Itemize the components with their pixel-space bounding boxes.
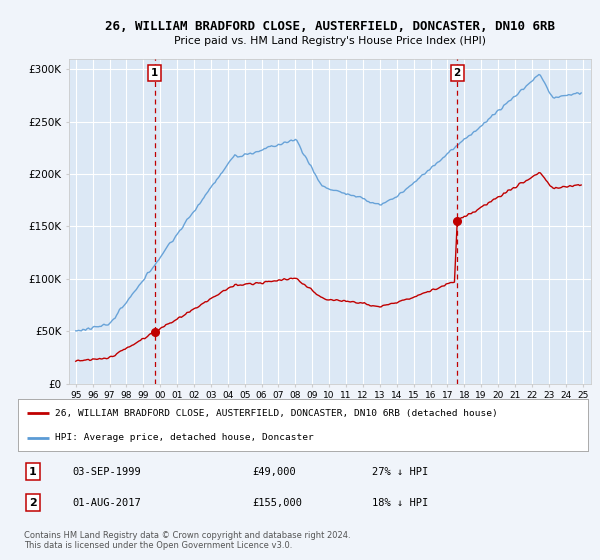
Text: £49,000: £49,000: [252, 467, 296, 477]
Text: Price paid vs. HM Land Registry's House Price Index (HPI): Price paid vs. HM Land Registry's House …: [174, 36, 486, 46]
Text: 2: 2: [29, 498, 37, 507]
Text: 1: 1: [29, 467, 37, 477]
Text: Contains HM Land Registry data © Crown copyright and database right 2024.
This d: Contains HM Land Registry data © Crown c…: [24, 530, 350, 550]
Text: 26, WILLIAM BRADFORD CLOSE, AUSTERFIELD, DONCASTER, DN10 6RB: 26, WILLIAM BRADFORD CLOSE, AUSTERFIELD,…: [105, 20, 555, 32]
Text: 03-SEP-1999: 03-SEP-1999: [72, 467, 141, 477]
Text: 26, WILLIAM BRADFORD CLOSE, AUSTERFIELD, DONCASTER, DN10 6RB (detached house): 26, WILLIAM BRADFORD CLOSE, AUSTERFIELD,…: [55, 409, 498, 418]
Text: 2: 2: [454, 68, 461, 78]
Text: £155,000: £155,000: [252, 498, 302, 507]
Text: HPI: Average price, detached house, Doncaster: HPI: Average price, detached house, Donc…: [55, 433, 314, 442]
Text: 01-AUG-2017: 01-AUG-2017: [72, 498, 141, 507]
Text: 1: 1: [151, 68, 158, 78]
Text: 18% ↓ HPI: 18% ↓ HPI: [372, 498, 428, 507]
Text: 27% ↓ HPI: 27% ↓ HPI: [372, 467, 428, 477]
